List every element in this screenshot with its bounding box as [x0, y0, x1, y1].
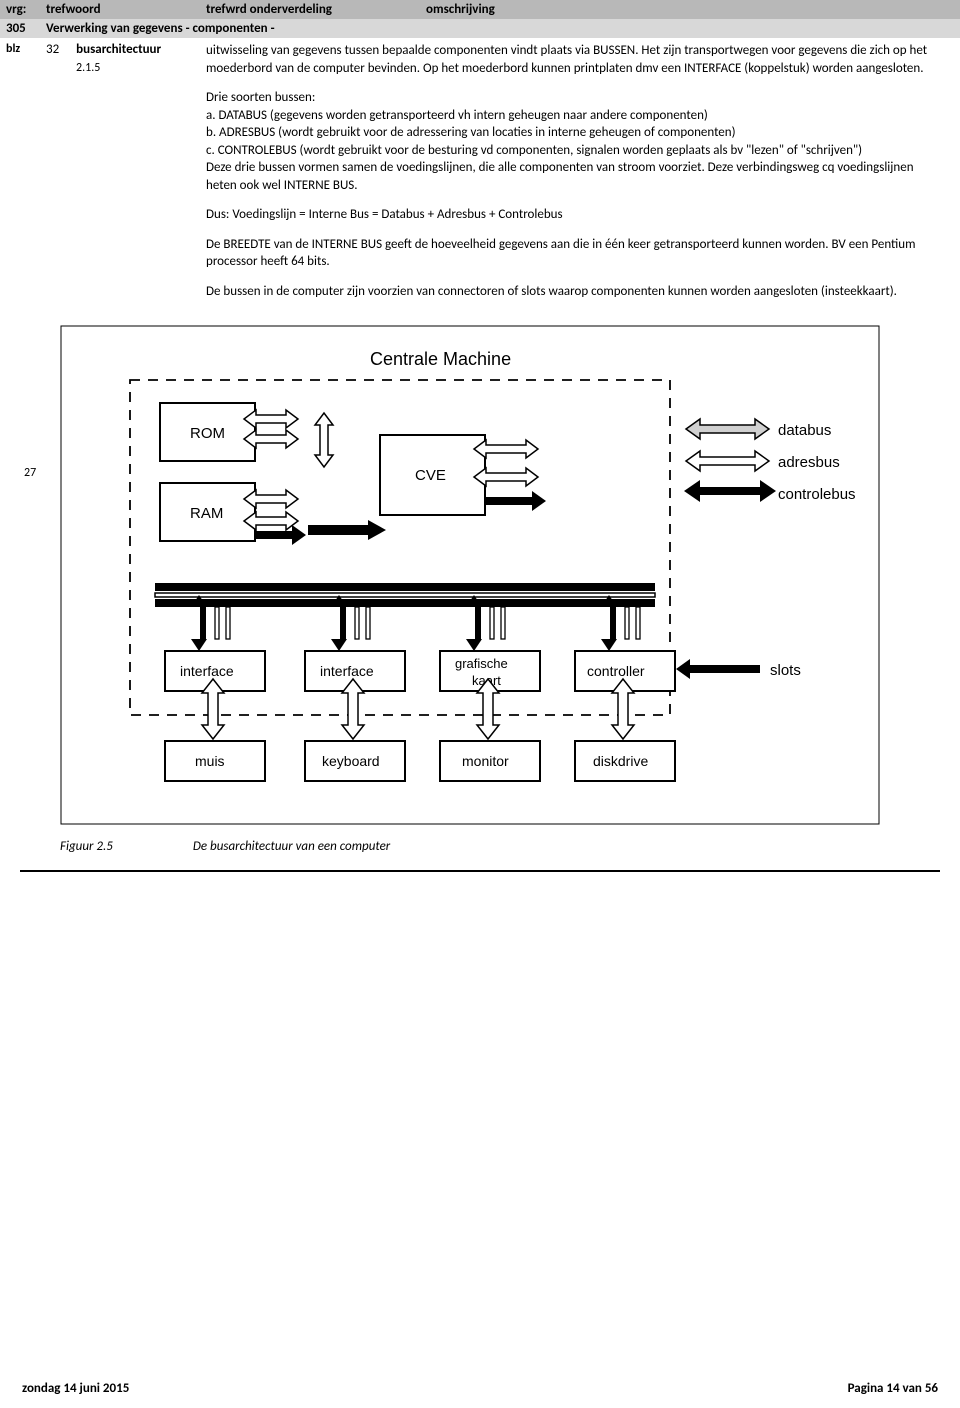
footer-page: Pagina 14 van 56 [848, 1381, 938, 1396]
slots-label: slots [770, 662, 801, 679]
desc-p4: De BREEDTE van de INTERNE BUS geeft de h… [206, 236, 944, 271]
controller-label: controller [587, 663, 645, 679]
blz-label: blz [6, 42, 20, 56]
interface1-label: interface [180, 663, 234, 679]
controlebus-label: controlebus [778, 486, 856, 503]
trefwoord-value: busarchitectuur [76, 42, 161, 57]
muis-label: muis [195, 753, 225, 769]
description-col: uitwisseling van gegevens tussen bepaald… [206, 42, 954, 313]
adresbus-label: adresbus [778, 454, 840, 471]
diagram-title: Centrale Machine [370, 349, 511, 369]
desc-p1: uitwisseling van gegevens tussen bepaald… [206, 43, 927, 76]
header-omschrijving: omschrijving [426, 2, 954, 17]
rom-label: ROM [190, 425, 225, 442]
trefwoord-col: 32 busarchitectuur 2.1.5 [46, 42, 206, 313]
footer-date: zondag 14 juni 2015 [22, 1381, 129, 1396]
diskdrive-label: diskdrive [593, 753, 648, 769]
left-margin-col: blz [6, 42, 46, 313]
desc-p2a: Drie soorten bussen: [206, 90, 315, 105]
databus-label: databus [778, 422, 831, 439]
interface2-label: interface [320, 663, 374, 679]
column-header-row: vrg: trefwoord trefwrd onderverdeling om… [0, 0, 960, 19]
desc-p2c: b. ADRESBUS (wordt gebruikt voor de adre… [206, 125, 736, 140]
desc-p5: De bussen in de computer zijn voorzien v… [206, 283, 944, 301]
bus-architecture-diagram: Centrale Machine ROM RAM CVE [60, 325, 880, 825]
cve-label: CVE [415, 467, 446, 484]
paragraph-number: 2.1.5 [76, 61, 206, 75]
side-number: 27 [24, 466, 36, 480]
blz-number: 32 [46, 42, 59, 57]
keyboard-label: keyboard [322, 753, 380, 769]
content-row: blz 32 busarchitectuur 2.1.5 uitwisselin… [0, 38, 960, 313]
diagram-container: Centrale Machine ROM RAM CVE [60, 325, 940, 825]
header-vrg: vrg: [6, 2, 46, 17]
grafische-label: grafische [455, 656, 508, 671]
desc-p2d: c. CONTROLEBUS (wordt gebruikt voor de b… [206, 143, 862, 158]
header-trefwoord: trefwoord [46, 2, 206, 17]
desc-p2e: Deze drie bussen vormen samen de voeding… [206, 160, 914, 193]
section-number: 305 [6, 21, 46, 36]
section-title: Verwerking van gegevens - componenten - [46, 21, 954, 36]
figure-caption: Figuur 2.5 De busarchitectuur van een co… [60, 839, 960, 854]
section-divider [20, 870, 940, 872]
desc-p2b: a. DATABUS (gegevens worden getransporte… [206, 108, 708, 123]
header-trefwrd-ond: trefwrd onderverdeling [206, 2, 426, 17]
monitor-label: monitor [462, 753, 509, 769]
page-footer: zondag 14 juni 2015 Pagina 14 van 56 [0, 1381, 960, 1396]
desc-p3: Dus: Voedingslijn = Interne Bus = Databu… [206, 206, 944, 224]
ram-label: RAM [190, 505, 223, 522]
figure-text: De busarchitectuur van een computer [193, 839, 390, 854]
figure-number: Figuur 2.5 [60, 839, 113, 854]
section-subheader: 305 Verwerking van gegevens - componente… [0, 19, 960, 38]
